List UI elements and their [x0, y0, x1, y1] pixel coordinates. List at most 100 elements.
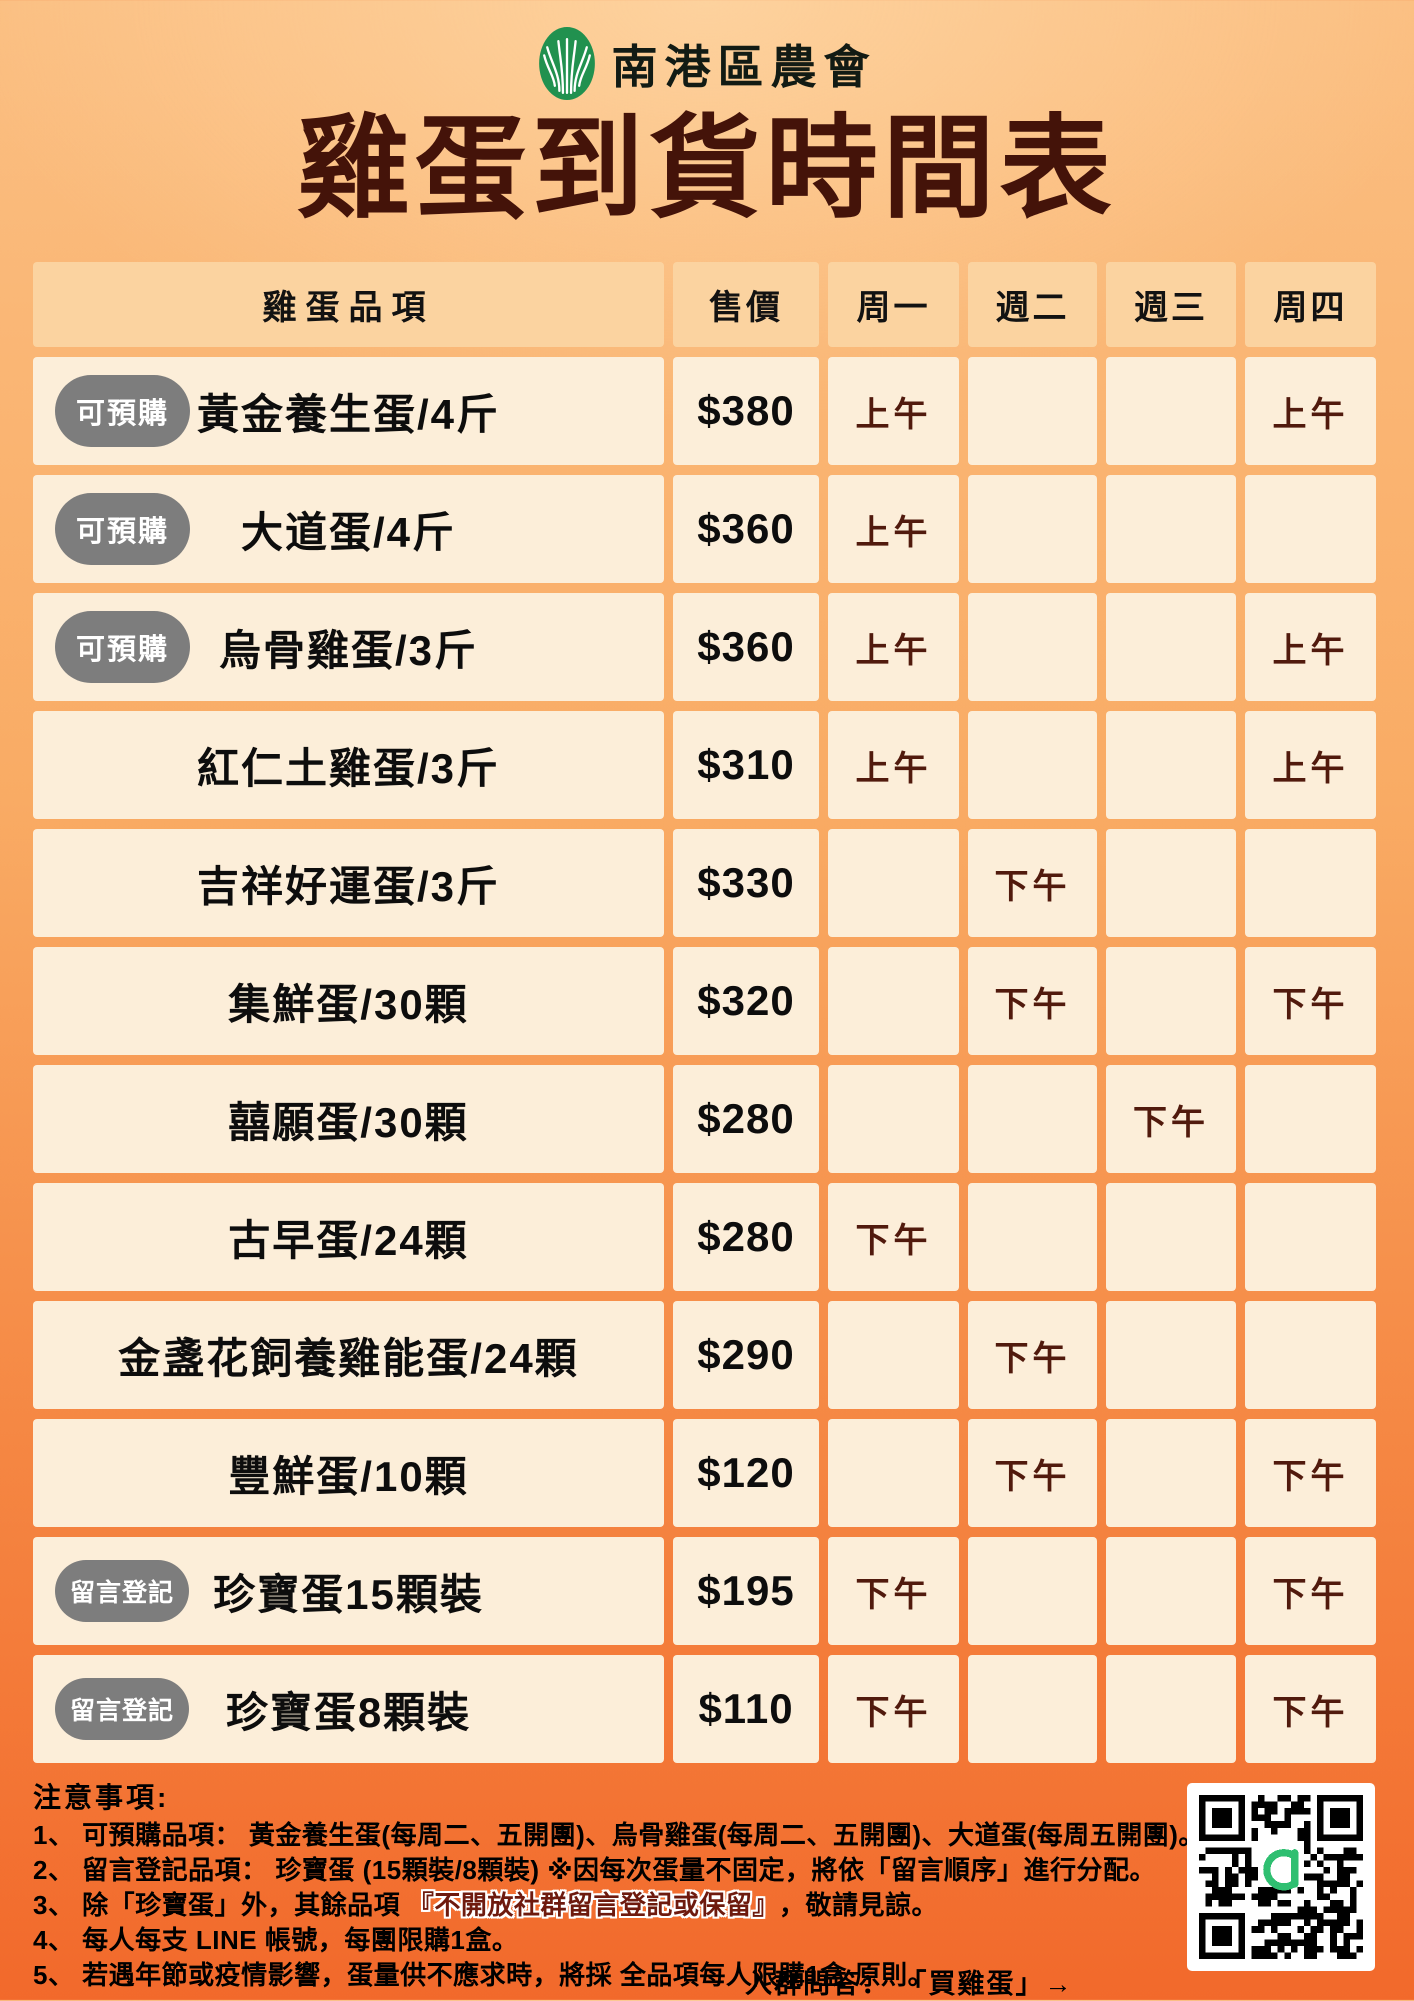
product-name: 囍願蛋/30顆 [228, 1098, 469, 1146]
price-cell: $120 [673, 1419, 819, 1527]
product-name: 古早蛋/24顆 [228, 1216, 469, 1264]
schedule-cell [1106, 475, 1236, 583]
product-name-cell: 囍願蛋/30顆 [33, 1065, 664, 1173]
schedule-cell [1106, 1537, 1236, 1645]
schedule-cell: 上午 [828, 593, 959, 701]
column-header: 售價 [673, 262, 819, 347]
price-cell: $360 [673, 475, 819, 583]
product-name: 珍寶蛋15顆裝 [213, 1570, 484, 1618]
price-cell: $280 [673, 1183, 819, 1291]
product-name: 大道蛋/4斤 [240, 508, 457, 556]
schedule-cell [828, 1419, 959, 1527]
schedule-cell: 下午 [828, 1537, 959, 1645]
price-cell: $330 [673, 829, 819, 937]
egg-schedule-table: 雞蛋品項 售價 周一 週二 週三 周四 可預購 黃金養生蛋/4斤 $380 上午 上午 可預購 大道蛋/… [33, 262, 1376, 1763]
product-name-cell: 吉祥好運蛋/3斤 [33, 829, 664, 937]
price-cell: $290 [673, 1301, 819, 1409]
schedule-cell [1245, 1065, 1376, 1173]
schedule-cell [968, 593, 1097, 701]
schedule-cell [968, 1537, 1097, 1645]
badge: 可預購 [55, 375, 191, 447]
badge: 可預購 [55, 611, 191, 683]
price-cell: $320 [673, 947, 819, 1055]
schedule-cell [968, 711, 1097, 819]
schedule-cell: 下午 [1245, 1537, 1376, 1645]
column-header: 雞蛋品項 [33, 262, 664, 347]
schedule-cell [968, 475, 1097, 583]
schedule-cell: 下午 [968, 1301, 1097, 1409]
schedule-cell: 下午 [1106, 1065, 1236, 1173]
product-name-cell: 留言登記 珍寶蛋8顆裝 [33, 1655, 664, 1763]
product-name-cell: 可預購 大道蛋/4斤 [33, 475, 664, 583]
badge: 留言登記 [55, 1678, 190, 1740]
schedule-cell [1106, 947, 1236, 1055]
schedule-cell [1106, 1301, 1236, 1409]
product-name: 紅仁土雞蛋/3斤 [196, 744, 501, 792]
schedule-cell: 下午 [1245, 1419, 1376, 1527]
schedule-cell [968, 1065, 1097, 1173]
badge: 可預購 [55, 493, 191, 565]
qr-code [1187, 1783, 1375, 1971]
schedule-cell: 下午 [968, 1419, 1097, 1527]
schedule-cell: 上午 [828, 357, 959, 465]
schedule-cell: 下午 [828, 1183, 959, 1291]
notes-title: 注意事項: [33, 1782, 170, 1813]
product-name: 集鮮蛋/30顆 [228, 980, 469, 1028]
schedule-cell [1106, 1655, 1236, 1763]
product-name-cell: 金盞花飼養雞能蛋/24顆 [33, 1301, 664, 1409]
product-name-cell: 可預購 烏骨雞蛋/3斤 [33, 593, 664, 701]
note-item: 3、 除「珍寶蛋」外，其餘品項 『不開放社群留言登記或保留』，敬請見諒。 [33, 1890, 938, 1920]
schedule-cell [828, 829, 959, 937]
schedule-cell [1106, 357, 1236, 465]
notes-section: 注意事項: 1、 可預購品項： 黃金養生蛋(每周二、五開團)、烏骨雞蛋(每周二、… [33, 1782, 1204, 1993]
column-header: 週二 [968, 262, 1097, 347]
schedule-cell [828, 947, 959, 1055]
schedule-cell [968, 1655, 1097, 1763]
schedule-cell [828, 1065, 959, 1173]
schedule-cell [1245, 1183, 1376, 1291]
schedule-cell [1106, 1419, 1236, 1527]
schedule-cell [1245, 829, 1376, 937]
product-name-cell: 古早蛋/24顆 [33, 1183, 664, 1291]
product-name: 黃金養生蛋/4斤 [196, 390, 501, 438]
schedule-cell [1106, 593, 1236, 701]
column-header: 周四 [1245, 262, 1376, 347]
org-name: 南港區農會 [611, 40, 877, 93]
price-cell: $360 [673, 593, 819, 701]
schedule-cell: 下午 [1245, 947, 1376, 1055]
page-title: 雞蛋到貨時間表 [297, 106, 1117, 231]
product-name: 金盞花飼養雞能蛋/24顆 [118, 1334, 579, 1382]
schedule-cell [968, 357, 1097, 465]
schedule-cell: 上午 [828, 711, 959, 819]
product-name: 烏骨雞蛋/3斤 [218, 626, 479, 674]
schedule-cell: 下午 [1245, 1655, 1376, 1763]
org-header: 南港區農會 [0, 26, 1414, 101]
product-name: 珍寶蛋8顆裝 [225, 1688, 472, 1736]
schedule-cell [1106, 711, 1236, 819]
schedule-cell [1106, 829, 1236, 937]
join-qa-label: 入群問答： 「買雞蛋」→ [745, 1969, 1074, 1999]
schedule-cell [1106, 1183, 1236, 1291]
note-highlight: 『不開放社群留言登記或保留』 [407, 1890, 779, 1920]
product-name-cell: 集鮮蛋/30顆 [33, 947, 664, 1055]
product-name: 吉祥好運蛋/3斤 [196, 862, 501, 910]
schedule-cell: 上午 [1245, 593, 1376, 701]
farmers-association-logo [538, 27, 595, 100]
schedule-cell: 上午 [1245, 357, 1376, 465]
notes-list: 1、 可預購品項： 黃金養生蛋(每周二、五開團)、烏骨雞蛋(每周二、五開團)、大… [33, 1818, 1204, 1993]
note-item: 4、 每人每支 LINE 帳號，每團限購1盒。 [33, 1925, 519, 1955]
schedule-cell [828, 1301, 959, 1409]
schedule-cell: 下午 [968, 829, 1097, 937]
note-item: 2、 留言登記品項： 珍寶蛋 (15顆裝/8顆裝) ※因每次蛋量不固定，將依「留… [33, 1855, 1157, 1885]
schedule-cell: 下午 [968, 947, 1097, 1055]
schedule-cell: 下午 [828, 1655, 959, 1763]
price-cell: $380 [673, 357, 819, 465]
price-cell: $195 [673, 1537, 819, 1645]
product-name-cell: 留言登記 珍寶蛋15顆裝 [33, 1537, 664, 1645]
price-cell: $280 [673, 1065, 819, 1173]
product-name-cell: 紅仁土雞蛋/3斤 [33, 711, 664, 819]
note-item: 5、 若遇年節或疫情影響，蛋量供不應求時，將採 全品項每人限購1盒 原則。 [33, 1960, 935, 1990]
schedule-cell: 上午 [828, 475, 959, 583]
price-cell: $110 [673, 1655, 819, 1763]
schedule-cell [1245, 1301, 1376, 1409]
